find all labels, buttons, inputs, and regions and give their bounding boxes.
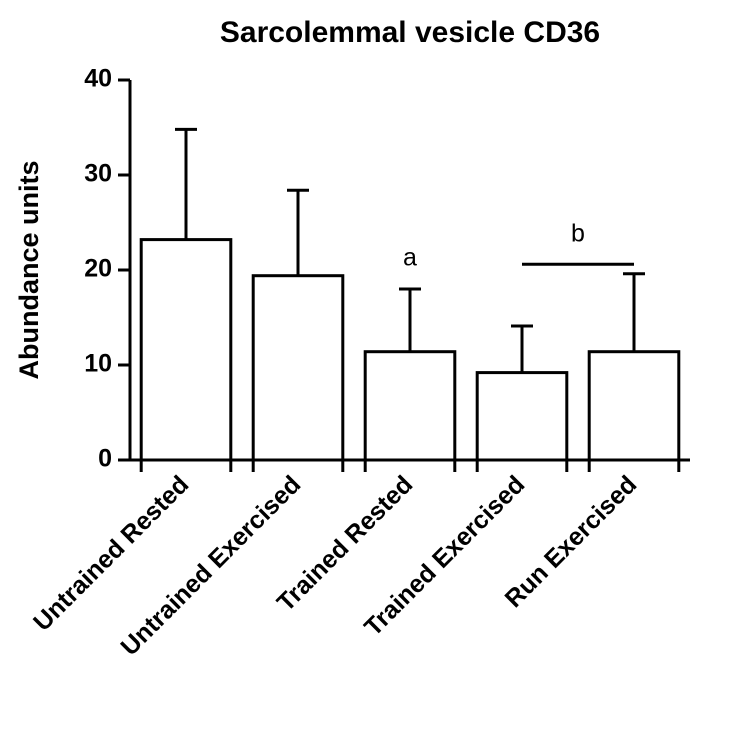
annotation-b: b	[571, 220, 585, 248]
annotation-a: a	[403, 243, 417, 271]
y-tick-label: 40	[84, 65, 112, 93]
bar	[477, 373, 567, 460]
bar	[141, 240, 231, 460]
bar	[365, 352, 455, 460]
y-tick-label: 10	[84, 350, 112, 378]
y-axis-label: Abundance units	[14, 160, 44, 379]
x-axis	[130, 460, 690, 472]
y-tick-label: 30	[84, 160, 112, 188]
bar-chart: Sarcolemmal vesicle CD36 Abundance units…	[0, 0, 738, 733]
y-tick-label: 20	[84, 255, 112, 283]
y-axis: 0 10 20 30 40	[84, 65, 130, 473]
bar	[253, 276, 343, 460]
annotations: ab	[403, 220, 634, 272]
bar	[589, 352, 679, 460]
chart-title: Sarcolemmal vesicle CD36	[220, 16, 600, 49]
x-category-label: Untrained Exercised	[115, 470, 306, 661]
x-categories: Untrained RestedUntrained ExercisedTrain…	[28, 470, 642, 661]
y-tick-label: 0	[98, 445, 112, 473]
